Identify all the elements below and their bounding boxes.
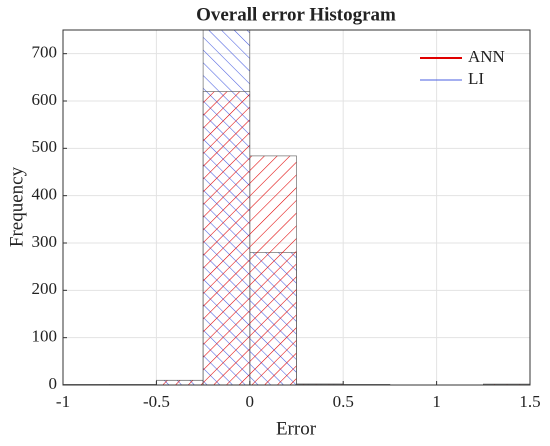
- y-tick-label: 300: [32, 232, 58, 251]
- y-tick-label: 100: [32, 327, 58, 346]
- x-tick-label: 1.5: [519, 392, 540, 411]
- y-tick-label: 200: [32, 279, 58, 298]
- x-tick-label: 0.5: [333, 392, 354, 411]
- chart-title: Overall error Histogram: [196, 4, 396, 25]
- bar: [249, 155, 297, 385]
- x-tick-label: -0.5: [143, 392, 170, 411]
- x-tick-label: 0: [246, 392, 255, 411]
- bar: [156, 379, 204, 385]
- legend-label: ANN: [468, 47, 505, 66]
- bar: [202, 91, 251, 385]
- y-tick-label: 700: [32, 43, 58, 62]
- y-tick-label: 500: [32, 137, 58, 156]
- x-tick-label: 1: [432, 392, 441, 411]
- plot-frame: [62, 29, 531, 386]
- legend-label: LI: [468, 69, 484, 88]
- legend: ANN LI: [420, 47, 505, 88]
- ticks: -1 -0.5 0 0.5 1 1.5 0 100 200 300 400 500 600 700: [32, 43, 541, 411]
- y-tick-label: 0: [49, 374, 58, 393]
- y-tick-label: 600: [32, 90, 58, 109]
- y-axis-label: Frequency: [6, 166, 27, 247]
- x-tick-label: -1: [56, 392, 70, 411]
- y-tick-label: 400: [32, 185, 58, 204]
- bars: [63, 30, 530, 385]
- x-axis-label: Error: [276, 418, 317, 439]
